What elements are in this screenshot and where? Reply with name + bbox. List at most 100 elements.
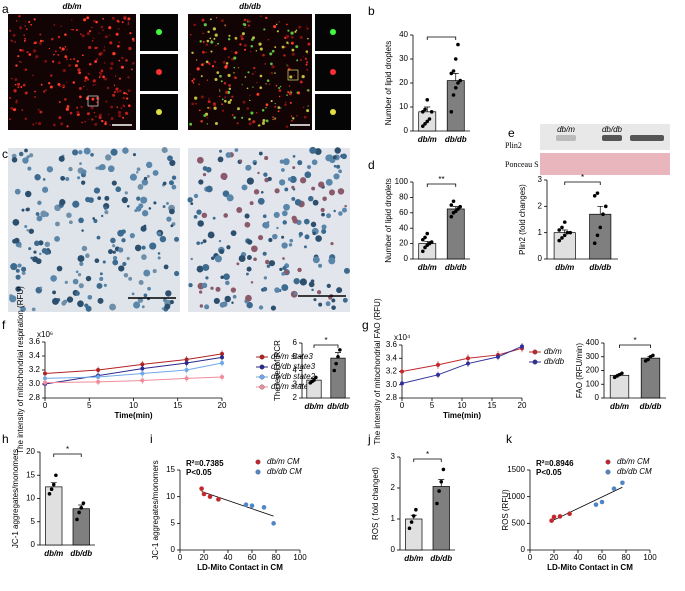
texture-dot (21, 48, 25, 52)
texture-dot (285, 125, 289, 128)
texture-dot (86, 16, 90, 20)
texture-dot (253, 189, 260, 195)
texture-dot (285, 101, 287, 103)
texture-dot (322, 196, 327, 202)
texture-dot (143, 293, 148, 298)
texture-dot (76, 106, 79, 109)
texture-dot (287, 29, 290, 32)
texture-dot (257, 235, 264, 241)
texture-dot (34, 18, 36, 21)
texture-dot (73, 57, 76, 61)
texture-dot (100, 214, 104, 218)
texture-dot (134, 209, 138, 213)
texture-dot (205, 185, 213, 193)
significance-label: * (581, 173, 584, 182)
texture-dot (214, 78, 218, 82)
data-point (96, 379, 101, 384)
y-tick-label: 3.6 (29, 337, 41, 346)
texture-dot (286, 64, 288, 66)
texture-dot (271, 49, 275, 53)
data-point (249, 503, 255, 509)
texture-dot (244, 221, 251, 228)
texture-dot (80, 33, 82, 35)
texture-dot (33, 42, 36, 45)
data-point (437, 489, 441, 493)
y-tick-label: 200 (586, 366, 600, 375)
data-point (421, 249, 425, 254)
texture-dot (225, 62, 229, 65)
texture-dot (227, 56, 230, 59)
panel-label: f (2, 318, 6, 332)
x-tick-label: 60 (248, 553, 257, 562)
texture-dot (278, 87, 281, 89)
texture-dot (233, 116, 236, 119)
significance-bracket (619, 344, 651, 348)
texture-dot (39, 252, 42, 256)
legend-marker (532, 359, 538, 365)
x-tick-label: db/db (327, 402, 349, 411)
texture-dot (168, 180, 175, 186)
texture-dot (336, 287, 343, 294)
texture-dot (272, 233, 278, 240)
annotation: R²=0.7385 (186, 459, 224, 468)
data-point (423, 122, 427, 126)
texture-dot (258, 305, 264, 310)
texture-dot (251, 73, 254, 75)
texture-dot (59, 199, 66, 206)
texture-dot (249, 51, 252, 53)
texture-dot (95, 58, 99, 61)
texture-dot (278, 21, 280, 23)
texture-dot (108, 34, 111, 36)
texture-dot (57, 61, 61, 65)
texture-dot (248, 122, 252, 126)
y-tick-label: 2 (538, 201, 543, 210)
texture-dot (202, 32, 204, 35)
texture-dot (243, 48, 247, 51)
texture-dot (68, 64, 72, 67)
texture-dot (145, 161, 153, 169)
texture-dot (245, 272, 249, 276)
texture-dot (308, 281, 315, 288)
data-point (199, 486, 204, 491)
texture-dot (211, 65, 215, 68)
x-tick-label: 80 (272, 553, 281, 562)
significance-label: * (426, 450, 429, 459)
texture-dot (203, 23, 207, 27)
texture-dot (243, 18, 247, 22)
y-axis-label: FAO (RFU/min) (575, 343, 584, 398)
texture-dot (136, 167, 141, 172)
texture-dot (13, 108, 17, 112)
texture-dot (12, 33, 16, 37)
texture-dot (234, 76, 237, 79)
texture-dot (262, 214, 267, 219)
texture-dot (268, 237, 273, 243)
texture-dot (86, 31, 90, 36)
legend-marker (255, 459, 261, 465)
texture-dot (34, 174, 41, 181)
texture-dot (54, 235, 61, 242)
texture-dot (238, 255, 246, 262)
texture-dot (32, 123, 35, 126)
texture-dot (35, 122, 37, 124)
texture-dot (259, 47, 263, 51)
texture-dot (262, 53, 265, 57)
texture-dot (282, 265, 287, 271)
texture-dot (79, 95, 82, 99)
texture-dot (310, 279, 315, 283)
texture-dot (321, 224, 327, 230)
texture-dot (14, 188, 21, 195)
texture-dot (341, 153, 347, 160)
texture-dot (39, 39, 43, 43)
texture-dot (122, 261, 127, 267)
texture-dot (213, 106, 217, 110)
data-point (411, 514, 416, 518)
legend-label: db/db CM (267, 467, 302, 476)
texture-dot (57, 37, 59, 39)
texture-dot (297, 160, 303, 166)
texture-dot (87, 78, 90, 81)
significance-bracket (564, 181, 601, 185)
texture-dot (201, 212, 208, 219)
data-point (414, 507, 418, 512)
data-point (243, 502, 249, 507)
data-point (651, 353, 655, 358)
